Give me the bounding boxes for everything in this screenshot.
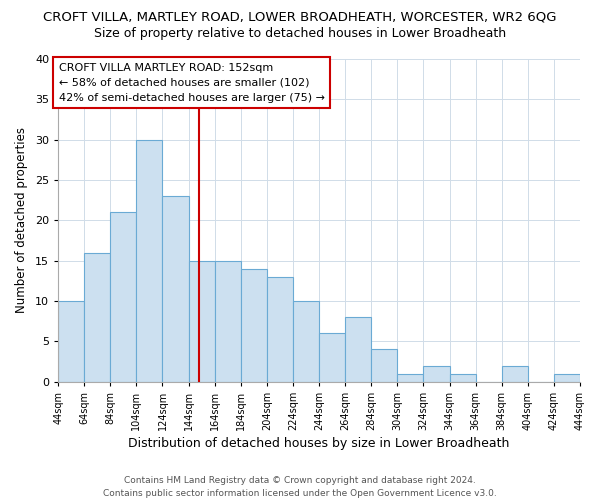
X-axis label: Distribution of detached houses by size in Lower Broadheath: Distribution of detached houses by size … — [128, 437, 510, 450]
Bar — [397, 374, 424, 382]
Bar — [554, 374, 580, 382]
Bar — [502, 366, 528, 382]
Bar — [163, 196, 188, 382]
Bar — [424, 366, 449, 382]
Bar — [267, 277, 293, 382]
Y-axis label: Number of detached properties: Number of detached properties — [15, 128, 28, 314]
Bar — [449, 374, 476, 382]
Bar — [241, 268, 267, 382]
Text: CROFT VILLA, MARTLEY ROAD, LOWER BROADHEATH, WORCESTER, WR2 6QG: CROFT VILLA, MARTLEY ROAD, LOWER BROADHE… — [43, 10, 557, 23]
Bar — [110, 212, 136, 382]
Bar — [319, 334, 345, 382]
Bar — [188, 260, 215, 382]
Bar — [84, 252, 110, 382]
Bar — [136, 140, 163, 382]
Bar — [293, 301, 319, 382]
Bar — [215, 260, 241, 382]
Bar — [371, 350, 397, 382]
Bar — [345, 317, 371, 382]
Text: Size of property relative to detached houses in Lower Broadheath: Size of property relative to detached ho… — [94, 28, 506, 40]
Bar — [58, 301, 84, 382]
Text: CROFT VILLA MARTLEY ROAD: 152sqm
← 58% of detached houses are smaller (102)
42% : CROFT VILLA MARTLEY ROAD: 152sqm ← 58% o… — [59, 63, 325, 102]
Text: Contains HM Land Registry data © Crown copyright and database right 2024.
Contai: Contains HM Land Registry data © Crown c… — [103, 476, 497, 498]
